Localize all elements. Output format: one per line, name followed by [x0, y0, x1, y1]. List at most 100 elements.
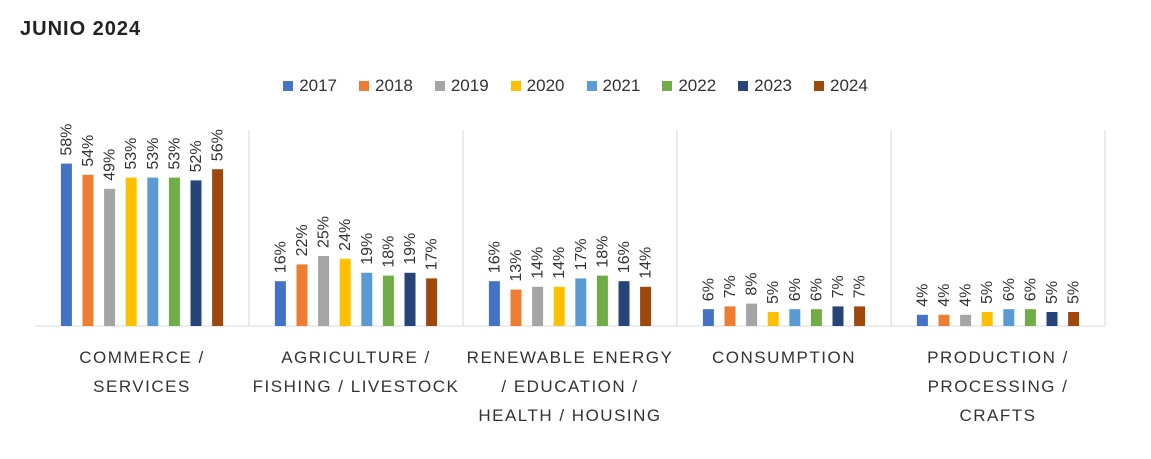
bar-2024-cat0	[212, 169, 224, 326]
bar-2022-cat4	[1024, 309, 1036, 326]
data-label: 7%	[722, 275, 739, 298]
bar-2020-cat0	[125, 177, 137, 326]
bar-2022-cat0	[168, 177, 180, 326]
category-label: PRODUCTION /	[927, 348, 1069, 367]
bar-2023-cat2	[618, 281, 630, 326]
bar-2019-cat4	[960, 314, 972, 326]
data-label: 49%	[102, 149, 119, 181]
data-label: 4%	[936, 284, 953, 307]
data-label: 53%	[123, 138, 140, 170]
data-label: 52%	[188, 140, 205, 172]
legend-item-2023: 2023	[738, 76, 792, 96]
bar-2021-cat1	[361, 272, 373, 326]
chart-legend: 2017 2018 2019 2020 2021 2022 2023 2024	[0, 76, 1151, 96]
data-label: 5%	[1066, 281, 1083, 304]
legend-item-2024: 2024	[813, 76, 868, 96]
data-label: 14%	[551, 247, 568, 279]
data-label: 4%	[914, 284, 931, 307]
chart-title: JUNIO 2024	[20, 18, 142, 40]
data-label: 18%	[594, 236, 611, 268]
legend-swatch	[359, 81, 370, 91]
data-label: 6%	[1022, 278, 1039, 301]
data-label: 8%	[744, 272, 761, 295]
category-label: FISHING / LIVESTOCK	[253, 377, 460, 396]
legend-swatch	[813, 81, 824, 91]
data-label: 6%	[787, 278, 804, 301]
legend-label: 2019	[450, 76, 489, 95]
data-label: 22%	[294, 224, 311, 256]
category-label: PROCESSING /	[928, 377, 1069, 396]
bar-2018-cat2	[510, 289, 522, 326]
data-label: 14%	[530, 247, 547, 279]
legend-swatch	[738, 81, 749, 91]
legend-label: 2018	[375, 76, 413, 95]
bar-2020-cat1	[339, 258, 351, 326]
legend-item-2018: 2018	[359, 76, 413, 96]
data-label: 58%	[58, 124, 75, 156]
bar-2019-cat0	[104, 188, 116, 326]
bar-2017-cat4	[916, 314, 928, 326]
bar-2019-cat2	[532, 286, 544, 326]
bar-2023-cat1	[404, 272, 416, 326]
legend-label: 2021	[602, 76, 641, 95]
bar-2024-cat4	[1068, 312, 1080, 326]
bar-2024-cat1	[426, 278, 438, 326]
bar-2022-cat3	[810, 309, 822, 326]
category-label: RENEWABLE ENERGY	[467, 348, 674, 367]
bar-2018-cat0	[82, 174, 94, 326]
bar-2022-cat2	[596, 275, 608, 326]
bar-2018-cat1	[296, 264, 308, 326]
bar-2024-cat3	[854, 306, 866, 326]
data-label: 53%	[166, 138, 183, 170]
legend-label: 2024	[829, 76, 868, 95]
data-label: 25%	[316, 216, 333, 248]
bar-2021-cat4	[1003, 309, 1015, 326]
legend-label: 2017	[299, 76, 338, 95]
bar-2017-cat1	[274, 281, 286, 326]
bar-2020-cat2	[553, 286, 565, 326]
legend-item-2022: 2022	[662, 76, 716, 96]
data-label: 13%	[508, 250, 525, 282]
data-label: 16%	[486, 241, 503, 273]
data-label: 16%	[616, 241, 633, 273]
legend-label: 2020	[526, 76, 565, 95]
data-label: 56%	[210, 129, 227, 161]
legend-item-2017: 2017	[283, 76, 337, 96]
bar-2021-cat3	[789, 309, 801, 326]
data-label: 18%	[380, 236, 397, 268]
bar-2017-cat0	[60, 163, 72, 326]
category-label: AGRICULTURE /	[281, 348, 431, 367]
legend-item-2020: 2020	[510, 76, 565, 96]
data-label: 6%	[808, 278, 825, 301]
bar-2023-cat4	[1046, 312, 1058, 326]
data-label: 14%	[638, 247, 655, 279]
category-label: HEALTH / HOUSING	[478, 406, 661, 425]
category-label: / EDUCATION /	[501, 377, 638, 396]
category-label: CRAFTS	[960, 406, 1037, 425]
bar-2019-cat1	[318, 256, 330, 326]
bar-2023-cat3	[832, 306, 844, 326]
data-label: 4%	[958, 284, 975, 307]
category-label: COMMERCE /	[79, 348, 205, 367]
bar-2022-cat1	[382, 275, 394, 326]
bar-2018-cat3	[724, 306, 736, 326]
data-label: 53%	[145, 138, 162, 170]
data-label: 54%	[80, 135, 97, 167]
legend-label: 2022	[678, 76, 717, 95]
legend-label: 2023	[754, 76, 792, 95]
bar-2017-cat2	[488, 281, 500, 326]
category-label: SERVICES	[93, 377, 191, 396]
bar-2020-cat4	[981, 312, 993, 326]
data-label: 7%	[852, 275, 869, 298]
legend-swatch	[283, 81, 294, 91]
data-label: 6%	[700, 278, 717, 301]
legend-swatch	[434, 81, 445, 91]
legend-swatch	[586, 81, 597, 91]
bar-2017-cat3	[702, 309, 714, 326]
data-label: 17%	[573, 238, 590, 270]
data-label: 19%	[402, 233, 419, 265]
data-label: 5%	[765, 281, 782, 304]
bar-2019-cat3	[746, 303, 758, 326]
data-label: 7%	[830, 275, 847, 298]
